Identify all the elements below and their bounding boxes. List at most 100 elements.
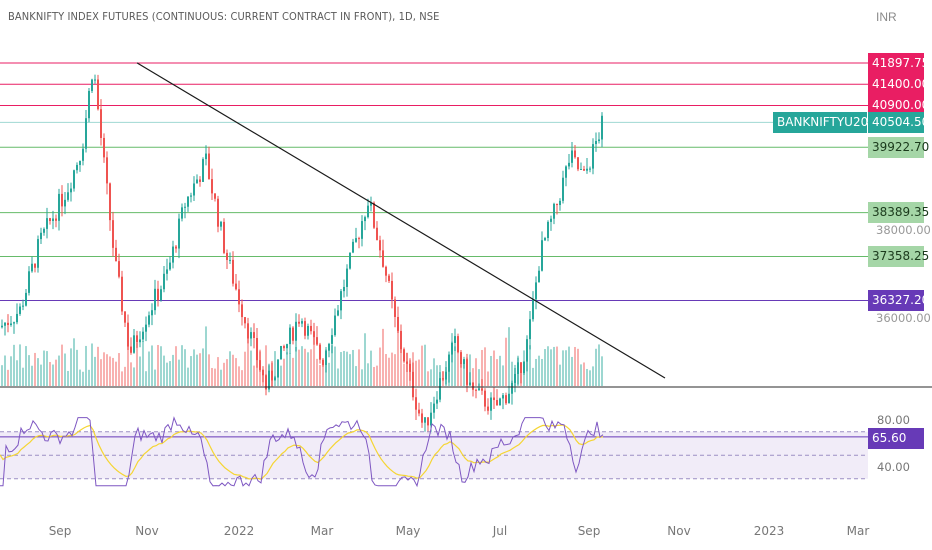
candle-body bbox=[496, 400, 498, 406]
volume-bar bbox=[562, 350, 564, 386]
price-tick-38000: 38000.00 bbox=[876, 223, 931, 237]
volume-bar bbox=[52, 364, 54, 386]
candle-body bbox=[241, 304, 243, 318]
volume-bar bbox=[184, 349, 186, 386]
volume-bar bbox=[436, 365, 438, 386]
volume-bar bbox=[100, 359, 102, 386]
volume-bar bbox=[340, 352, 342, 386]
candle-body bbox=[586, 168, 588, 171]
volume-bar bbox=[67, 370, 69, 386]
candle-body bbox=[40, 232, 42, 240]
level-label-6: 36327.20 bbox=[868, 290, 929, 311]
volume-bar bbox=[457, 347, 459, 386]
candle-body bbox=[529, 319, 531, 340]
candle-body bbox=[484, 390, 486, 407]
candle-body bbox=[538, 270, 540, 283]
volume-bar bbox=[19, 344, 21, 386]
candle-body bbox=[61, 193, 63, 207]
candle-body bbox=[313, 331, 315, 338]
candle-body bbox=[211, 179, 213, 194]
candle-body bbox=[64, 199, 66, 207]
candle-body bbox=[382, 250, 384, 267]
candle-body bbox=[280, 346, 282, 360]
candle-body bbox=[172, 246, 174, 263]
candle-body bbox=[592, 144, 594, 169]
candle-body bbox=[454, 336, 456, 343]
volume-bar bbox=[121, 371, 123, 386]
candle-body bbox=[457, 336, 459, 353]
candle-body bbox=[208, 153, 210, 180]
candle-body bbox=[373, 202, 375, 228]
candle-body bbox=[178, 218, 180, 249]
candle-body bbox=[316, 337, 318, 345]
volume-bar bbox=[22, 367, 24, 386]
candle-body bbox=[556, 203, 558, 206]
candle-body bbox=[580, 169, 582, 171]
volume-bar bbox=[349, 354, 351, 386]
candle-body bbox=[58, 193, 60, 221]
volume-bar bbox=[418, 359, 420, 386]
candle-body bbox=[517, 362, 519, 374]
volume-bar bbox=[403, 363, 405, 386]
candle-body bbox=[295, 321, 297, 341]
volume-bar bbox=[505, 337, 507, 386]
candle-body bbox=[502, 395, 504, 399]
trend-line[interactable] bbox=[136, 62, 666, 379]
x-tick-7: Nov bbox=[667, 524, 691, 538]
candle-body bbox=[181, 207, 183, 219]
volume-bar bbox=[181, 345, 183, 386]
volume-bar bbox=[112, 357, 114, 386]
candle-body bbox=[124, 311, 126, 323]
candle-body bbox=[169, 262, 171, 270]
volume-bar bbox=[310, 349, 312, 386]
candle-body bbox=[331, 335, 333, 344]
candle-body bbox=[163, 273, 165, 290]
volume-bar bbox=[235, 358, 237, 386]
volume-bar bbox=[115, 361, 117, 386]
candle-body bbox=[400, 330, 402, 350]
candle-body bbox=[67, 192, 69, 200]
volume-bar bbox=[139, 356, 141, 386]
candle-body bbox=[250, 332, 252, 339]
candle-body bbox=[268, 370, 270, 390]
rsi-line bbox=[0, 416, 604, 488]
volume-bar bbox=[55, 359, 57, 386]
candle-body bbox=[409, 363, 411, 372]
candle-body bbox=[391, 280, 393, 300]
candle-body bbox=[289, 327, 291, 345]
candle-body bbox=[238, 289, 240, 305]
candle-body bbox=[109, 183, 111, 221]
volume-bar bbox=[301, 346, 303, 386]
volume-bar bbox=[538, 355, 540, 386]
candle-body bbox=[223, 221, 225, 253]
volume-bar bbox=[364, 333, 366, 386]
candle-body bbox=[601, 115, 603, 140]
candle-body bbox=[214, 193, 216, 199]
candle-body bbox=[550, 218, 552, 222]
candle-body bbox=[253, 332, 255, 339]
candle-body bbox=[103, 137, 105, 158]
volume-bar bbox=[205, 326, 207, 386]
candle-body bbox=[475, 389, 477, 391]
volume-bar bbox=[580, 364, 582, 386]
candle-body bbox=[160, 289, 162, 301]
volume-bar bbox=[133, 367, 135, 386]
volume-bar bbox=[493, 350, 495, 386]
candle-body bbox=[70, 188, 72, 193]
volume-bar bbox=[388, 357, 390, 386]
candle-body bbox=[4, 322, 6, 326]
volume-bar bbox=[73, 338, 75, 386]
candle-body bbox=[217, 198, 219, 227]
volume-bar bbox=[421, 345, 423, 386]
volume-bar bbox=[391, 352, 393, 386]
volume-bar bbox=[496, 359, 498, 386]
candle-body bbox=[79, 160, 81, 165]
candle-body bbox=[472, 382, 474, 390]
volume-bar bbox=[556, 346, 558, 386]
volume-bar bbox=[1, 365, 3, 386]
candle-body bbox=[445, 371, 447, 380]
volume-bar bbox=[43, 350, 45, 386]
current-price-label: 40504.50 bbox=[868, 112, 929, 133]
volume-bar bbox=[535, 358, 537, 386]
